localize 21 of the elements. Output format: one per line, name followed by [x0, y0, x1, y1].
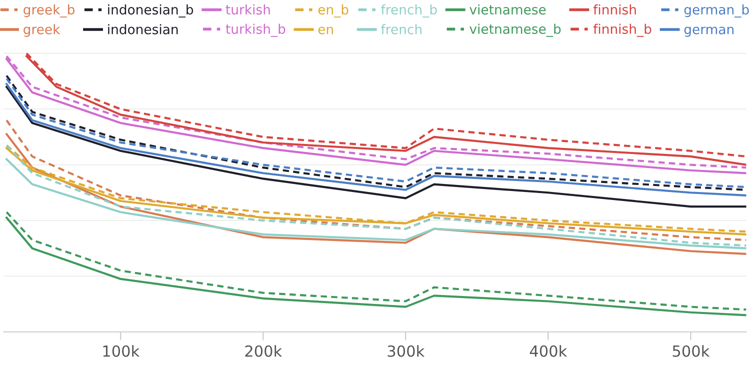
- legend-label: turkish_b: [226, 24, 286, 37]
- legend-label: en: [318, 26, 333, 34]
- legend-label: german_b: [684, 4, 749, 18]
- legend-label: indonesian_b: [108, 4, 194, 18]
- legend-label: vietnamese: [470, 4, 546, 15]
- x-tick-label: 400k: [530, 345, 568, 357]
- legend-label: greek: [24, 24, 60, 37]
- legend-label: german: [684, 26, 734, 37]
- legend-label: greek_b: [24, 4, 74, 18]
- legend-label: finnish_b: [593, 24, 652, 37]
- legend-label: vietnamese_b: [470, 24, 561, 37]
- x-tick-label: 200k: [245, 345, 282, 357]
- legend-label: french: [381, 24, 422, 34]
- legend-label: french_b: [381, 4, 437, 18]
- legend-label: indonesian: [108, 24, 178, 34]
- x-tick-label: 500k: [672, 345, 710, 357]
- legend-label: turkish: [226, 4, 270, 15]
- x-tick-label: 100k: [103, 345, 140, 357]
- legend-label: finnish: [593, 4, 636, 15]
- legend-label: en_b: [318, 4, 348, 18]
- x-tick-label: 300k: [388, 345, 425, 357]
